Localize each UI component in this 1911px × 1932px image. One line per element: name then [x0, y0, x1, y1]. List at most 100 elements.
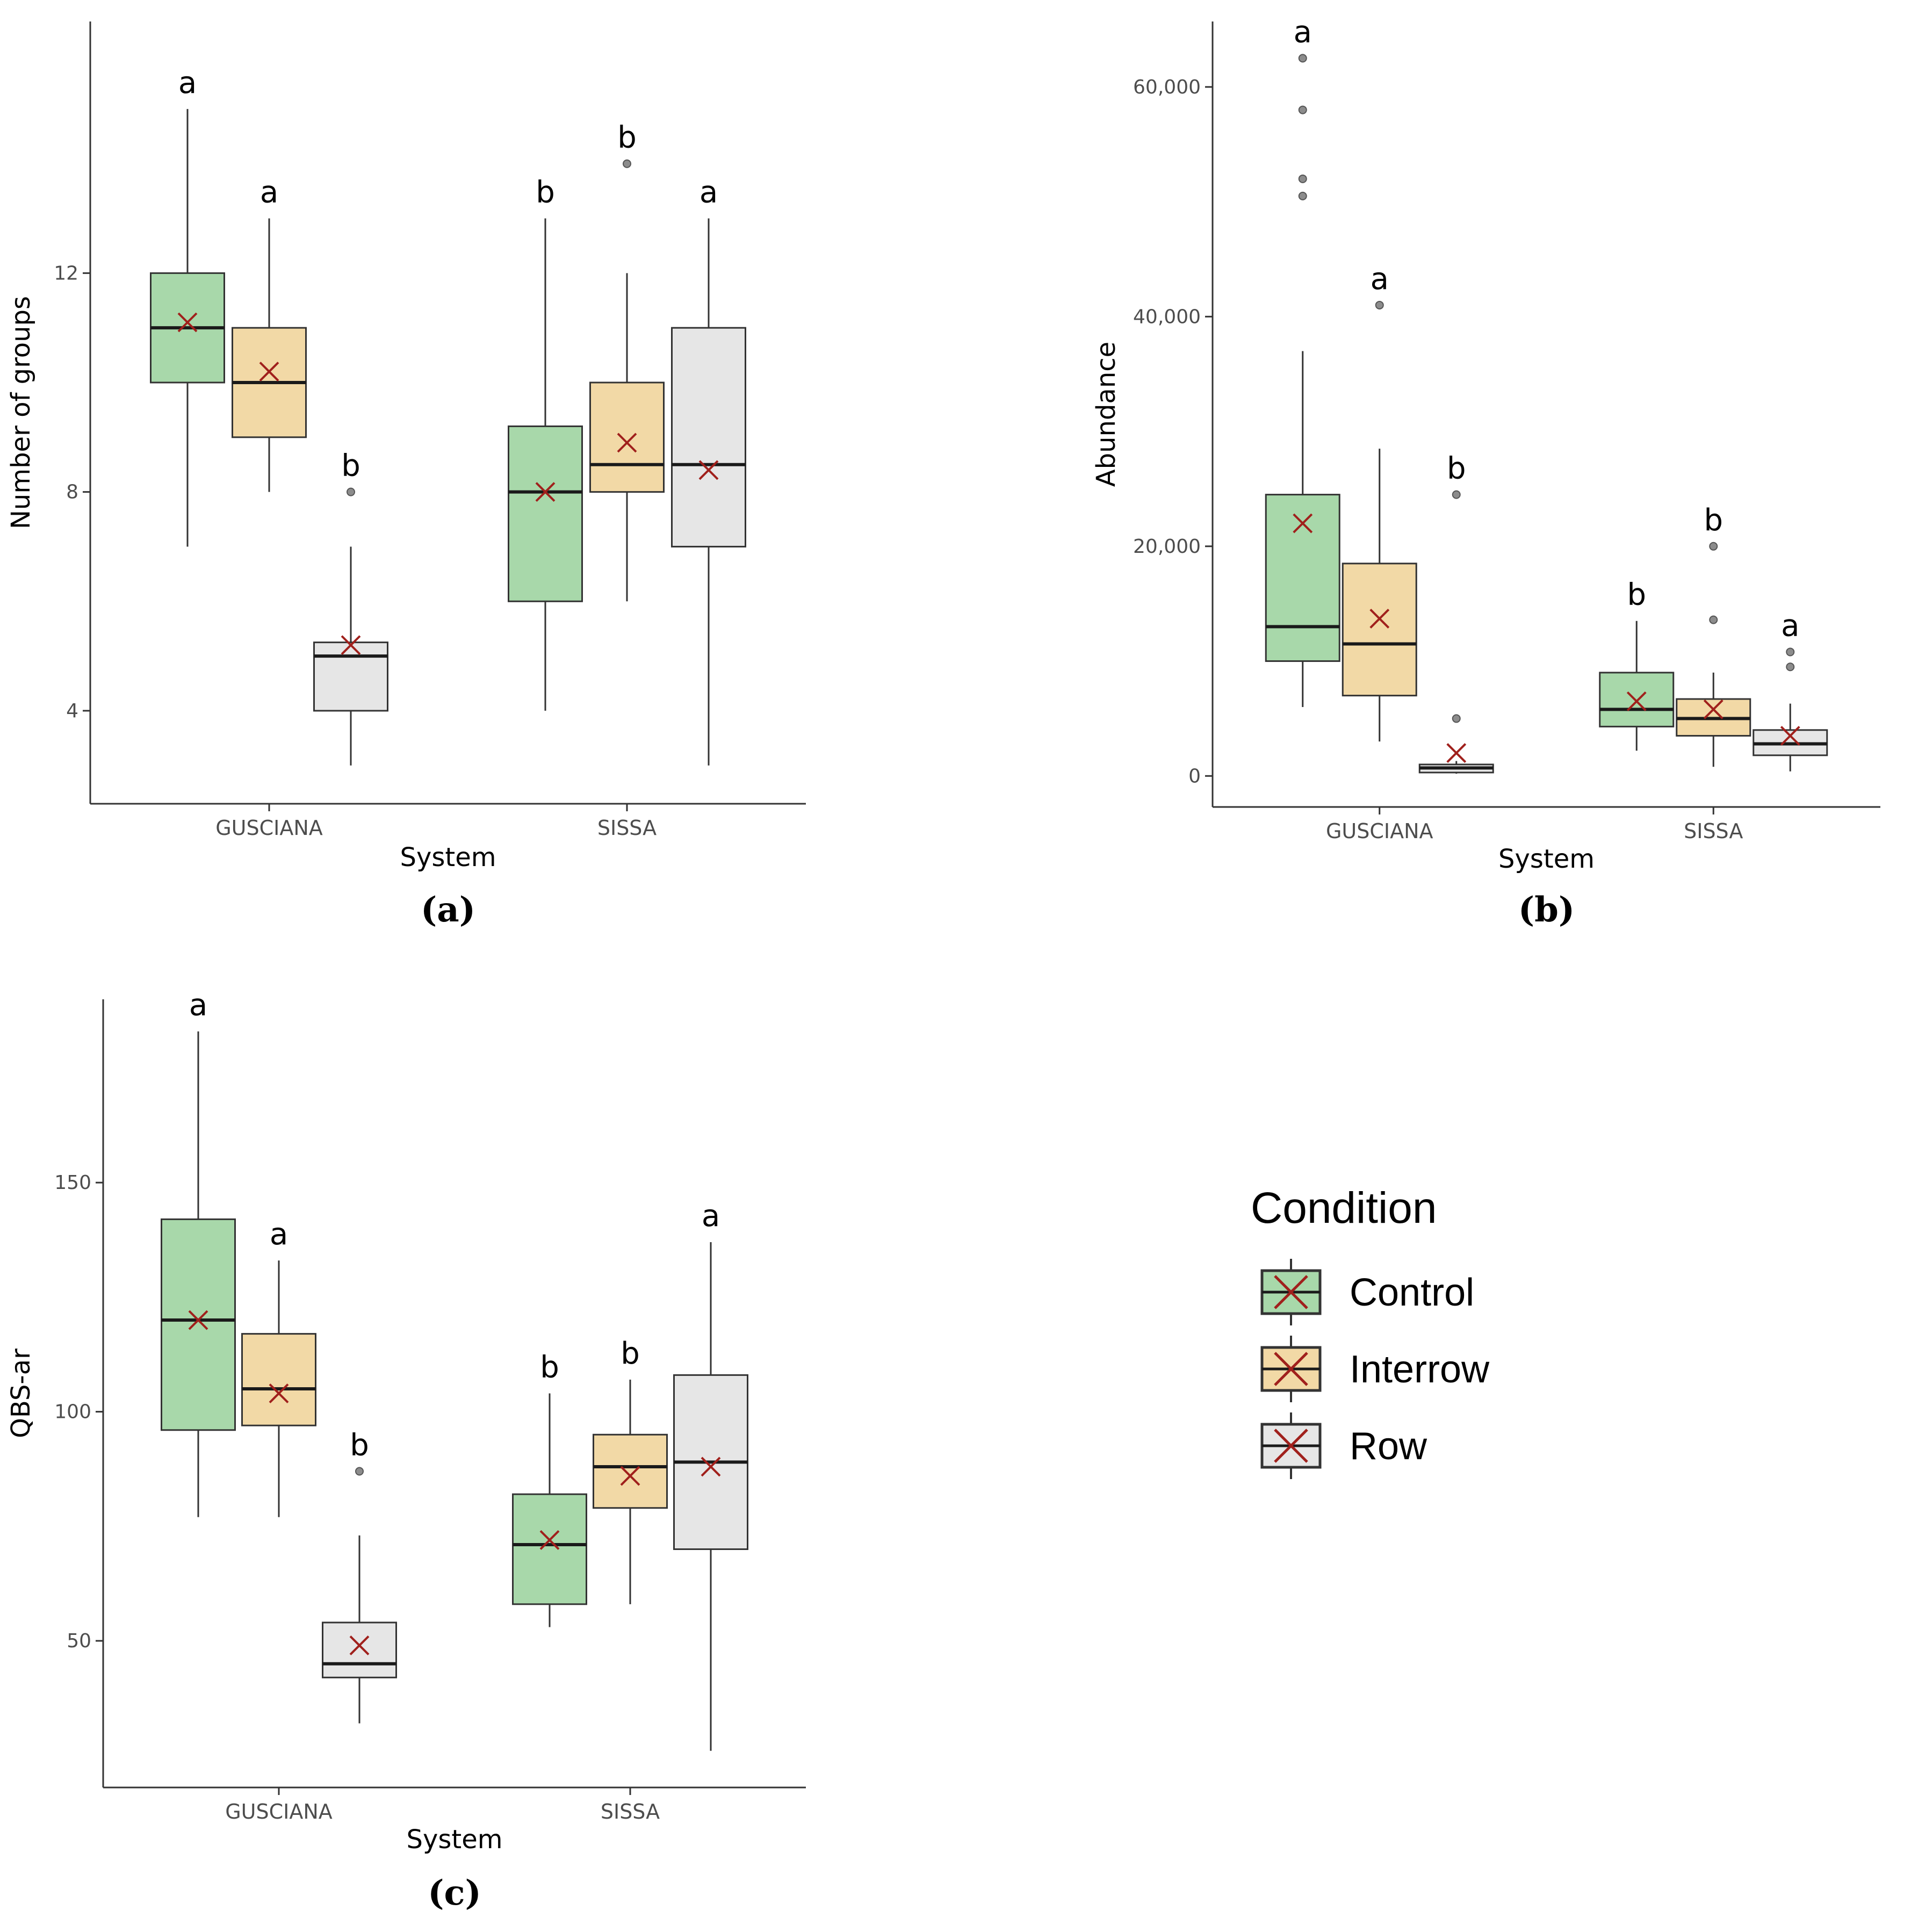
box-interrow-gusciana: a — [241, 1217, 316, 1517]
box-control-gusciana: a — [1265, 15, 1340, 708]
x-axis-title: System — [407, 1825, 503, 1855]
mean-marker — [698, 460, 719, 480]
box-row-gusciana: b — [322, 1428, 397, 1724]
y-tick-label: 20,000 — [1133, 536, 1201, 558]
outlier-point — [1786, 662, 1795, 672]
mean-marker-stroke — [535, 482, 556, 502]
mean-marker-stroke — [1626, 691, 1647, 711]
y-tick-label: 50 — [67, 1630, 91, 1652]
legend: Condition Control Interrow Row — [1251, 1184, 1490, 1479]
box-interrow-sissa: b — [589, 120, 665, 602]
mean-marker-stroke — [1780, 726, 1800, 746]
legend-key-mean — [1274, 1275, 1308, 1309]
mean-marker — [1446, 743, 1467, 763]
significance-letter: b — [540, 1350, 559, 1385]
outlier-point — [1298, 174, 1307, 183]
legend-label: Interrow — [1350, 1348, 1490, 1391]
mean-marker — [1369, 609, 1390, 629]
mean-marker — [1293, 513, 1313, 534]
significance-letter: b — [621, 1336, 640, 1371]
y-tick-label: 4 — [66, 700, 78, 722]
significance-letter: b — [350, 1428, 369, 1462]
box-interrow-sissa: b — [593, 1336, 668, 1604]
box-control-sissa: b — [508, 175, 583, 711]
box-interrow-sissa: b — [1676, 503, 1751, 767]
box-interrow-gusciana: a — [232, 175, 307, 492]
x-axis-title: System — [1498, 844, 1595, 874]
legend-key-mean — [1274, 1429, 1308, 1463]
mean-marker — [1780, 726, 1800, 746]
y-tick-label: 60,000 — [1133, 76, 1201, 98]
significance-letter: a — [260, 175, 278, 210]
box-iqr — [1599, 672, 1675, 727]
x-tick-label: GUSCIANA — [225, 1800, 333, 1823]
mean-marker — [1703, 699, 1723, 719]
mean-marker-stroke — [259, 362, 279, 382]
significance-letter: a — [1294, 15, 1312, 49]
legend-title: Condition — [1251, 1184, 1437, 1232]
mean-marker — [701, 1457, 721, 1477]
y-axis-title: QBS-ar — [6, 1349, 36, 1438]
y-axis-title: Number of groups — [6, 296, 36, 529]
mean-marker-stroke — [177, 312, 198, 333]
box-iqr — [1265, 494, 1340, 662]
box-control-gusciana: a — [161, 988, 236, 1517]
significance-letter: b — [536, 175, 555, 210]
significance-letter: a — [702, 1199, 720, 1234]
significance-letter: a — [189, 988, 207, 1023]
outlier-point — [355, 1467, 364, 1476]
y-tick-label: 150 — [54, 1172, 91, 1194]
chart-panel-c: 50 100 150 GUSCIANA SISSA System QBS-ar (c) a b a b… — [6, 988, 806, 1913]
y-tick-label: 12 — [54, 262, 78, 284]
mean-marker — [259, 362, 279, 382]
outlier-point — [1709, 615, 1718, 624]
significance-letter: b — [1447, 451, 1466, 486]
outlier-point — [623, 159, 631, 168]
significance-letter: a — [270, 1217, 288, 1252]
panel-label: (c) — [428, 1873, 481, 1913]
outlier-point — [1298, 54, 1307, 63]
significance-letter: b — [1627, 578, 1646, 612]
mean-marker — [617, 432, 637, 453]
x-axis-title: System — [400, 842, 496, 873]
mean-marker-stroke — [1293, 513, 1313, 534]
mean-marker-stroke — [617, 432, 637, 453]
mean-marker-stroke — [701, 1457, 721, 1477]
x-tick-label: SISSA — [601, 1800, 660, 1823]
outlier-point — [1452, 490, 1461, 499]
box-iqr — [671, 327, 746, 547]
x-tick-label: GUSCIANA — [215, 816, 323, 840]
legend-item-interrow: Interrow — [1260, 1336, 1490, 1402]
y-tick-label: 100 — [54, 1401, 91, 1423]
box-iqr — [593, 1433, 668, 1509]
mean-marker-stroke — [269, 1383, 289, 1403]
mean-marker-stroke — [188, 1310, 208, 1330]
box-row-gusciana: b — [1418, 451, 1494, 774]
significance-letter: a — [178, 66, 197, 100]
box-iqr — [589, 381, 665, 493]
legend-item-control: Control — [1260, 1259, 1474, 1325]
mean-marker-stroke — [349, 1635, 370, 1656]
box-iqr — [512, 1493, 587, 1605]
box-iqr — [508, 425, 583, 602]
outlier-point — [347, 487, 355, 496]
box-iqr — [241, 1333, 316, 1426]
chart-panel-a: 4 8 12 GUSCIANA SISSA System Number of groups (… — [6, 21, 806, 930]
outlier-point — [1709, 542, 1718, 551]
mean-marker — [177, 312, 198, 333]
box-iqr — [1342, 563, 1417, 697]
significance-letter: a — [1371, 262, 1389, 297]
mean-marker — [1626, 691, 1647, 711]
box-row-gusciana: b — [313, 449, 388, 766]
panel-label: (a) — [421, 890, 475, 930]
y-tick-label: 40,000 — [1133, 306, 1201, 328]
y-tick-label: 8 — [66, 481, 78, 503]
outlier-point — [1298, 191, 1307, 200]
y-tick-label: 0 — [1188, 765, 1201, 787]
mean-marker-stroke — [341, 635, 361, 655]
mean-marker — [349, 1635, 370, 1656]
box-iqr — [161, 1218, 236, 1431]
x-tick-label: SISSA — [597, 816, 657, 840]
box-control-sissa: b — [512, 1350, 587, 1627]
panel-label: (b) — [1518, 890, 1575, 930]
